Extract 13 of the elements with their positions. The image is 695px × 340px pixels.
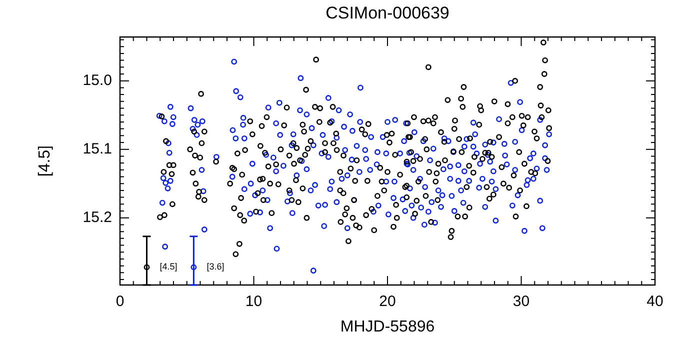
x-tick-label: 30 [512, 293, 530, 310]
y-tick-label: 15.0 [82, 72, 112, 89]
series-label: [3.6] [206, 262, 224, 272]
x-tick-label: 10 [245, 293, 262, 310]
x-tick-label: 40 [646, 293, 664, 310]
x-axis-title: MHJD-55896 [340, 318, 435, 336]
y-tick-label: 15.1 [82, 140, 112, 158]
chart-title: CSIMon-000639 [326, 4, 450, 23]
x-tick-label: 20 [379, 293, 396, 310]
y-axis-title: [4.5] [36, 145, 54, 177]
series-label: [4.5] [160, 262, 178, 272]
y-tick-label: 15.2 [82, 209, 112, 226]
x-tick-label: 0 [116, 293, 124, 310]
